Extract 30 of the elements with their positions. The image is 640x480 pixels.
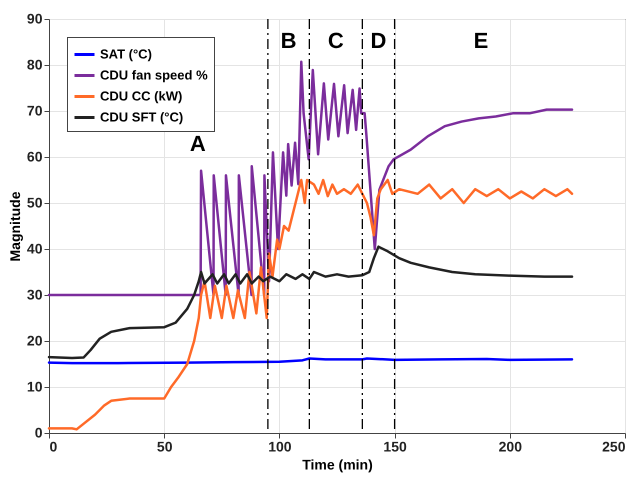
x-tick-label: 50 bbox=[156, 438, 173, 454]
annotation: C bbox=[328, 28, 344, 53]
legend-label: CDU SFT (°C) bbox=[100, 110, 184, 124]
y-tick-label: 60 bbox=[26, 148, 43, 164]
line-series bbox=[48, 245, 574, 360]
annotation: A bbox=[190, 131, 206, 156]
annotation: E bbox=[474, 28, 488, 53]
y-tick-label: 70 bbox=[26, 102, 43, 118]
x-tick-label: 150 bbox=[383, 438, 407, 454]
y-axis-title: Magnitude bbox=[6, 191, 23, 262]
y-tick-label: 80 bbox=[26, 56, 43, 72]
line-series bbox=[48, 178, 574, 431]
x-tick-label: 200 bbox=[498, 438, 522, 454]
x-tick-label: 100 bbox=[268, 438, 292, 454]
legend-label: CDU fan speed % bbox=[100, 68, 208, 82]
legend-label: CDU CC (kW) bbox=[100, 88, 182, 104]
y-tick-label: 10 bbox=[26, 378, 43, 394]
x-tick-label: 0 bbox=[50, 438, 58, 454]
y-tick-label: 40 bbox=[26, 240, 43, 256]
x-tick-label: 250 bbox=[602, 438, 626, 454]
legend-label: SAT (°C) bbox=[100, 46, 152, 62]
y-tick-label: 20 bbox=[26, 332, 43, 348]
line-series bbox=[48, 60, 574, 296]
y-tick-label: 0 bbox=[34, 424, 43, 440]
y-tick-label: 50 bbox=[26, 194, 43, 210]
y-tick-label: 90 bbox=[26, 10, 43, 26]
annotation: B bbox=[280, 28, 297, 53]
annotation: D bbox=[370, 28, 386, 53]
x-axis-title: Time (min) bbox=[302, 456, 373, 472]
y-tick-label: 30 bbox=[26, 286, 43, 302]
